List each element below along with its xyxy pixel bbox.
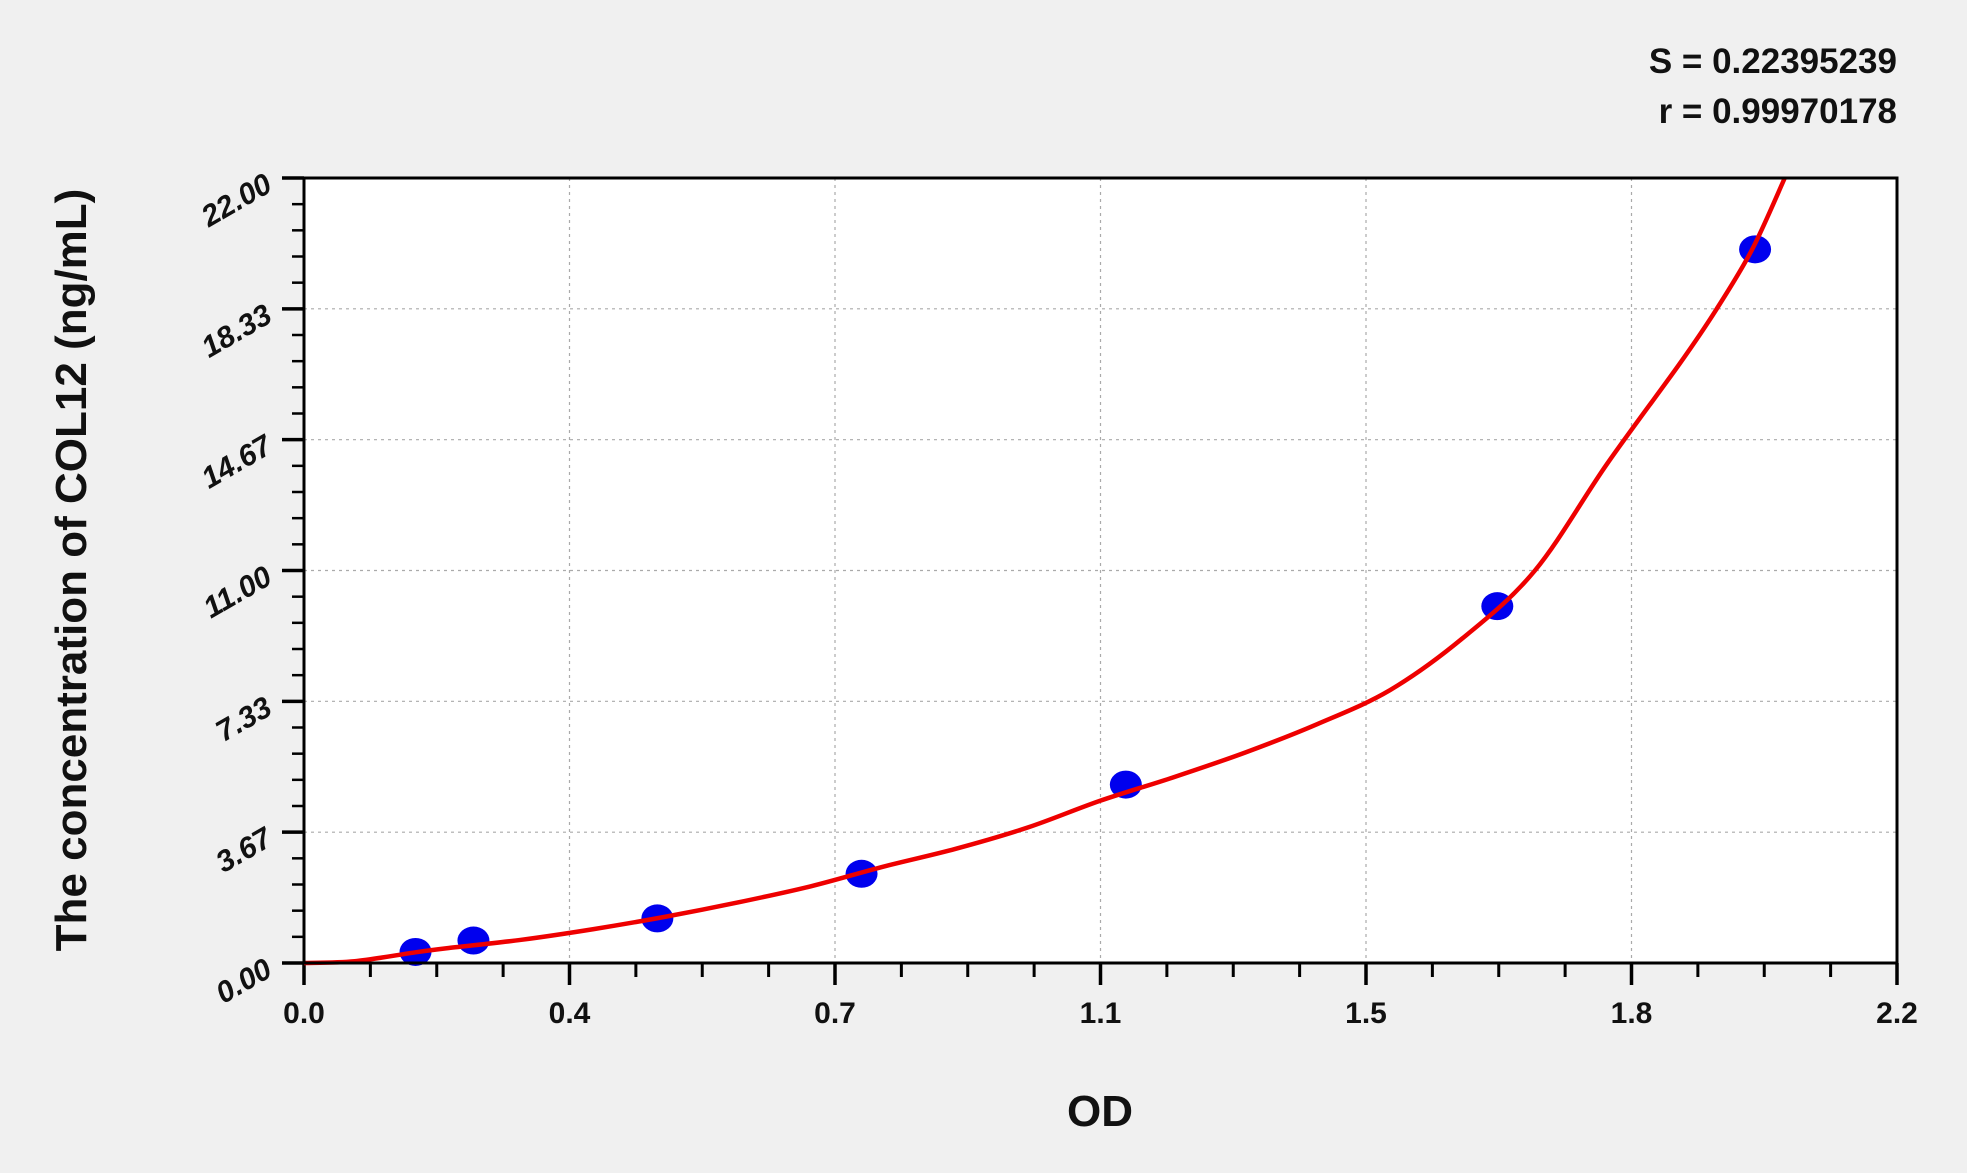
s-value-annotation: S = 0.22395239	[1648, 42, 1897, 81]
axis-ticks	[282, 176, 1899, 985]
grid-lines	[304, 178, 1897, 963]
y-tick-label: 11.00	[198, 560, 278, 625]
r-value-annotation: r = 0.99970178	[1658, 92, 1897, 131]
data-point	[457, 926, 490, 955]
y-tick-labels: 0.00 3.67 7.33 11.00 14.67 18.33 22.00	[195, 167, 279, 1010]
y-tick-label: 0.00	[210, 952, 277, 1010]
x-axis-title: OD	[1067, 1087, 1133, 1136]
x-tick-label: 1.5	[1345, 997, 1387, 1030]
x-tick-label: 1.1	[1080, 997, 1122, 1030]
x-tick-label: 2.2	[1876, 997, 1918, 1030]
plot-frame	[302, 176, 1899, 965]
x-tick-label: 0.0	[283, 997, 325, 1030]
y-tick-label: 3.67	[210, 821, 278, 879]
x-tick-label: 0.7	[814, 997, 856, 1030]
x-tick-label: 1.8	[1611, 997, 1653, 1030]
fit-curve	[303, 177, 1787, 966]
y-axis-title: The concentration of COL12 (ng/mL)	[47, 189, 96, 952]
x-tick-labels: 0.0 0.4 0.7 1.1 1.5 1.8 2.2	[283, 997, 1918, 1030]
y-tick-label: 7.33	[210, 691, 277, 749]
x-tick-label: 0.4	[549, 997, 591, 1030]
y-tick-label: 18.33	[196, 298, 278, 364]
y-tick-label: 22.00	[195, 167, 278, 234]
y-tick-label: 14.67	[196, 428, 279, 495]
